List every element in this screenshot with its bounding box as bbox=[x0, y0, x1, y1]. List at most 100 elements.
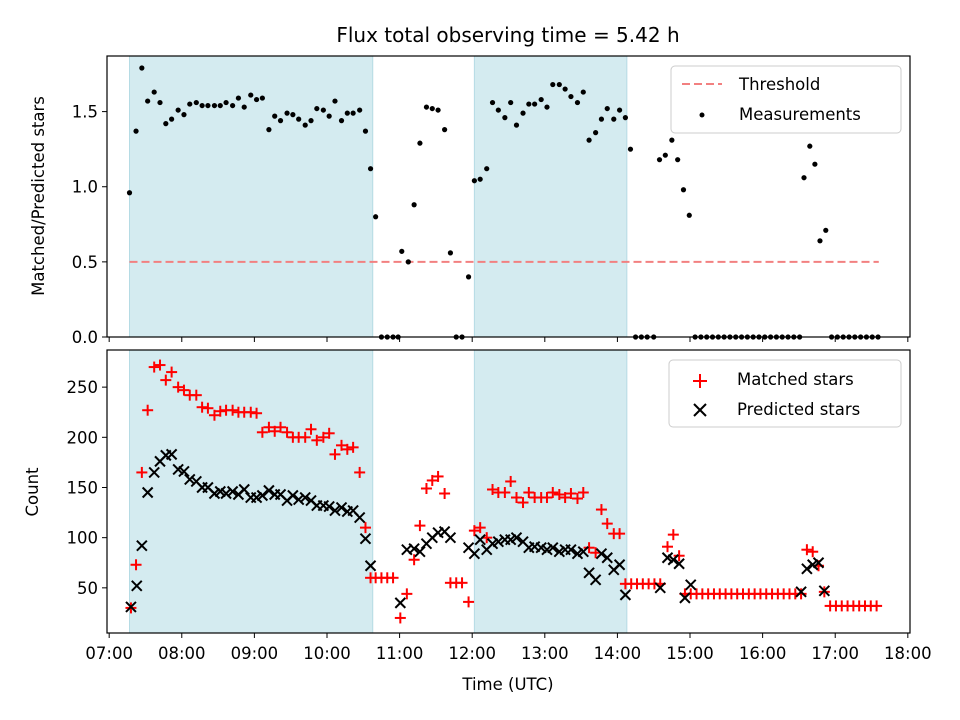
chart-title: Flux total observing time = 5.42 h bbox=[336, 23, 679, 47]
measurement-point bbox=[163, 121, 169, 127]
measurement-point bbox=[411, 202, 417, 208]
matched-star-marker bbox=[172, 381, 184, 393]
measurement-point bbox=[502, 115, 508, 121]
matched-star-marker bbox=[256, 426, 268, 438]
predicted-star-marker bbox=[329, 504, 341, 517]
x-tick-label: 14:00 bbox=[594, 644, 642, 663]
predicted-star-marker bbox=[148, 466, 160, 479]
matched-star-marker bbox=[317, 431, 329, 443]
measurement-point bbox=[807, 143, 813, 149]
predicted-star-marker bbox=[565, 543, 577, 556]
x-tick-label: 11:00 bbox=[376, 644, 424, 663]
measurement-point bbox=[145, 98, 151, 104]
legend-predicted-label: Predicted stars bbox=[737, 400, 860, 419]
predicted-star-marker bbox=[353, 511, 366, 524]
bottom-y-ticks: 50 100 150 200 250 bbox=[67, 378, 107, 598]
x-tick-label: 18:00 bbox=[884, 644, 932, 663]
matched-star-marker bbox=[439, 488, 451, 500]
matched-star-marker bbox=[341, 443, 353, 455]
matched-star-marker bbox=[281, 426, 293, 438]
measurement-point bbox=[320, 107, 326, 113]
matched-star-marker bbox=[499, 487, 511, 499]
measurement-point bbox=[562, 86, 568, 92]
x-tick-label: 08:00 bbox=[158, 644, 206, 663]
measurement-point bbox=[508, 99, 514, 106]
count-points bbox=[125, 359, 883, 624]
measurement-point bbox=[538, 96, 544, 103]
measurement-point bbox=[199, 102, 205, 109]
predicted-star-marker bbox=[178, 465, 190, 478]
matched-star-marker bbox=[559, 492, 571, 504]
predicted-star-marker bbox=[673, 558, 685, 570]
measurement-point bbox=[133, 128, 139, 134]
measurement-point bbox=[656, 157, 663, 163]
predicted-star-marker bbox=[335, 501, 348, 514]
top-panel: 0.0 0.5 1.0 1.5 Matched/Predicted stars Thr… bbox=[29, 55, 911, 347]
predicted-star-marker bbox=[256, 489, 269, 502]
predicted-star-marker bbox=[613, 559, 626, 571]
measurement-point bbox=[126, 190, 133, 196]
measurement-point bbox=[544, 104, 550, 110]
measurement-point bbox=[477, 176, 483, 182]
matched-star-marker bbox=[583, 542, 595, 554]
y-tick-label: 250 bbox=[67, 378, 99, 397]
matched-star-marker bbox=[468, 525, 480, 537]
matched-star-marker bbox=[523, 487, 535, 499]
matched-star-marker bbox=[178, 384, 190, 396]
measurement-point bbox=[447, 250, 454, 256]
legend-measurements-label: Measurements bbox=[739, 105, 861, 124]
top-legend-box bbox=[670, 65, 902, 134]
predicted-star-marker bbox=[589, 574, 602, 586]
top-axes-frame bbox=[106, 55, 911, 338]
measurement-point bbox=[593, 130, 599, 136]
measurement-point bbox=[611, 116, 617, 122]
y-tick-label: 0.0 bbox=[72, 328, 98, 347]
predicted-star-marker bbox=[679, 592, 691, 604]
matched-star-marker bbox=[190, 389, 202, 401]
measurement-point bbox=[568, 93, 574, 100]
predicted-star-marker bbox=[408, 542, 420, 555]
predicted-star-marker bbox=[492, 535, 505, 548]
predicted-star-marker bbox=[685, 579, 697, 591]
matched-star-marker bbox=[269, 425, 281, 437]
matched-star-marker bbox=[474, 522, 486, 534]
matched-star-marker bbox=[275, 421, 287, 433]
matched-star-marker bbox=[517, 497, 529, 509]
matched-star-marker bbox=[154, 359, 166, 371]
measurement-point bbox=[157, 99, 163, 106]
measurement-point bbox=[574, 99, 581, 106]
matched-star-marker bbox=[251, 407, 263, 419]
measurement-point bbox=[217, 102, 223, 109]
predicted-star-marker bbox=[364, 560, 377, 572]
measurement-point bbox=[259, 95, 265, 101]
measurement-point bbox=[181, 112, 187, 118]
measurement-point bbox=[302, 122, 308, 128]
measurement-point bbox=[223, 99, 229, 106]
matched-star-marker bbox=[553, 489, 565, 501]
x-tick-label: 07:00 bbox=[85, 644, 133, 663]
matched-star-marker bbox=[807, 546, 819, 558]
predicted-star-marker bbox=[812, 557, 825, 569]
predicted-star-marker bbox=[619, 589, 632, 601]
measurement-point bbox=[520, 110, 526, 116]
matched-star-marker bbox=[214, 405, 226, 417]
bottom-x-ticks: 07:00 08:00 09:00 10:00 11:00 12:00 13:00 14:00… bbox=[85, 633, 932, 663]
measurement-point bbox=[675, 157, 681, 163]
measurement-point bbox=[513, 122, 520, 128]
matched-star-marker bbox=[456, 577, 468, 589]
measurement-point bbox=[373, 214, 379, 220]
measurement-point bbox=[532, 101, 538, 107]
y-tick-label: 150 bbox=[67, 478, 99, 497]
measurement-point bbox=[332, 98, 338, 104]
measurement-point bbox=[241, 104, 247, 110]
measurement-point bbox=[429, 105, 435, 112]
matched-star-marker bbox=[329, 448, 341, 460]
measurement-point bbox=[680, 187, 687, 193]
matched-star-marker bbox=[547, 487, 559, 499]
predicted-star-marker bbox=[444, 531, 457, 544]
measurement-point bbox=[812, 161, 818, 167]
matched-star-marker bbox=[394, 612, 406, 624]
predicted-star-marker bbox=[414, 546, 426, 558]
matched-star-marker bbox=[871, 600, 883, 612]
matched-star-marker bbox=[142, 404, 154, 416]
